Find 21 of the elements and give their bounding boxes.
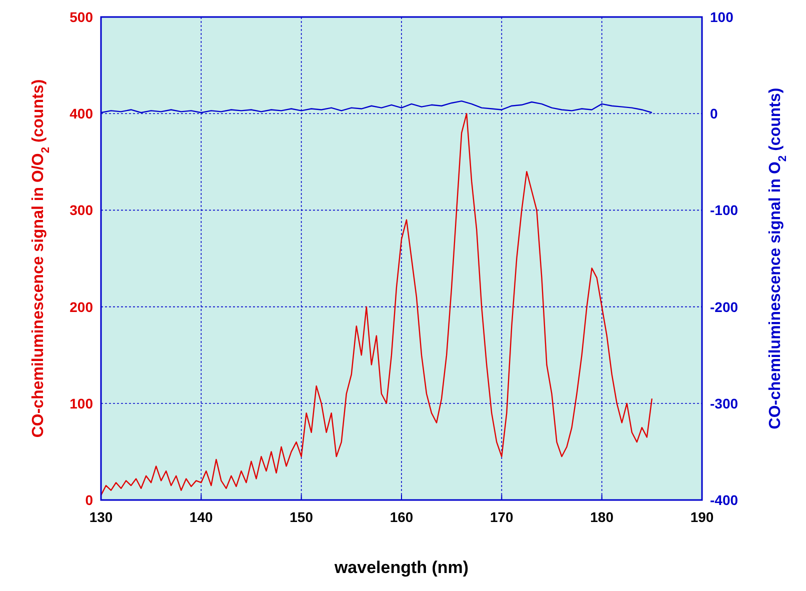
y-tick-label: 400 [70, 106, 94, 122]
y-tick-label: 500 [70, 9, 94, 25]
x-tick-label: 130 [89, 509, 113, 525]
y-tick-label: 100 [70, 395, 94, 412]
y2-tick-label: 100 [710, 9, 734, 25]
y2-tick-label: -200 [710, 298, 738, 315]
y2-tick-label: -300 [710, 395, 738, 412]
x-axis-title: wavelength (nm) [333, 558, 469, 577]
x-tick-label: 140 [189, 509, 214, 525]
y2-tick-label: 0 [710, 106, 718, 122]
x-tick-label: 150 [290, 509, 314, 525]
x-tick-label: 190 [690, 509, 714, 525]
y2-tick-label: -400 [710, 492, 738, 508]
y2-tick-label: -100 [710, 202, 738, 218]
x-tick-label: 180 [590, 509, 614, 525]
line-series [100, 113, 653, 496]
y-tick-label: 300 [70, 202, 94, 218]
y-tick-label: 0 [85, 492, 94, 508]
y-tick-label: 200 [70, 298, 94, 315]
x-tick-label: 170 [490, 509, 514, 525]
x-tick-label: 160 [390, 509, 414, 525]
